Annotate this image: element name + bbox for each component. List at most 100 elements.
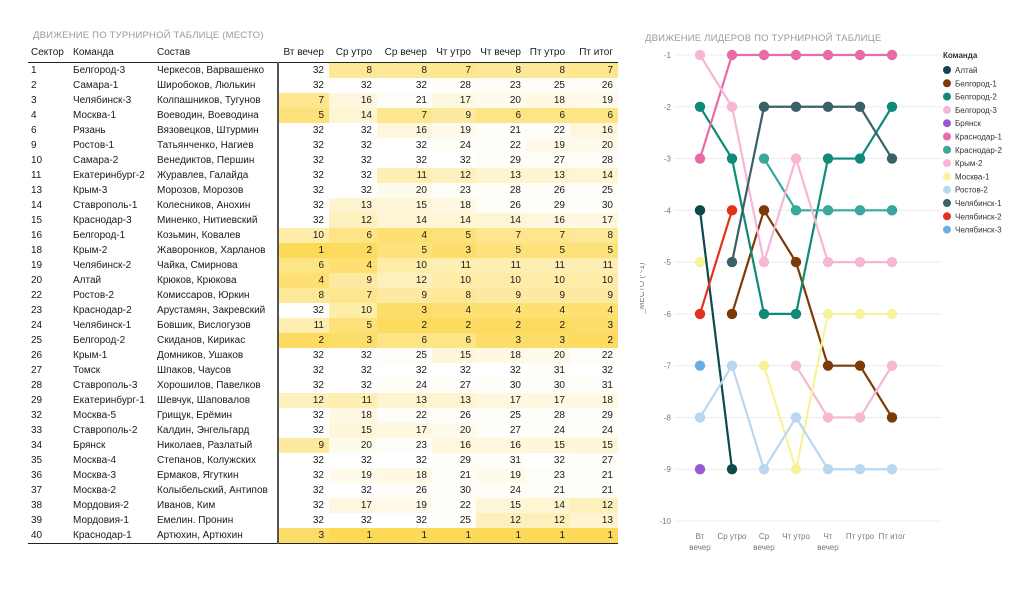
table-row[interactable]: 26 Крым-1 Домников, Ушаков 32 32 25 15 18 20 22: [28, 348, 618, 363]
table-cell: 32: [360, 455, 372, 466]
y-axis-label: _МЕСТО (^-1): [640, 262, 646, 314]
table-cell: 32: [360, 380, 372, 391]
data-point: [790, 205, 802, 216]
table-cell: 27: [432, 378, 476, 393]
table-row[interactable]: 34 Брянск Николаев, Разлатый 9 20 23 16 16 15 15: [28, 438, 618, 453]
table-row[interactable]: 6 Рязань Вязовецков, Штурмин 32 32 16 19 21 22 16: [28, 123, 618, 138]
series-Брянск: [694, 464, 706, 475]
table-row[interactable]: 11 Екатеринбург-2 Журавлев, Галайда 32 32 11 1…: [28, 168, 618, 183]
table-row[interactable]: 29 Екатеринбург-1 Шевчук, Шаповалов 12 11 13 1…: [28, 393, 618, 408]
table-row[interactable]: 25 Белгород-2 Скиданов, Кирикас 2 3 6 6 3 3 2: [28, 333, 618, 348]
table-row[interactable]: 23 Краснодар-2 Арустамян, Закревский 32 10 3 4…: [28, 303, 618, 318]
table-row[interactable]: 13 Крым-3 Морозов, Морозов 32 32 20 23 28 26 25: [28, 183, 618, 198]
legend-marker: [943, 159, 951, 168]
table-row[interactable]: 27 Томск Шпаков, Чаусов 32 32 32 32 32 31 32: [28, 363, 618, 378]
table-cell: 11: [570, 258, 618, 273]
table-row[interactable]: 14 Ставрополь-1 Колесников, Анохин 32 13 15 18…: [28, 198, 618, 213]
table-cell: 12: [278, 393, 329, 408]
column-header[interactable]: Состав: [154, 43, 278, 63]
data-point: [758, 205, 770, 216]
table-cell: 15: [570, 438, 618, 453]
table-cell: 1: [329, 528, 377, 544]
data-point: [854, 464, 866, 475]
table-row[interactable]: 22 Ростов-2 Комиссаров, Юркин 8 7 9 8 9 9 9: [28, 288, 618, 303]
table-row[interactable]: 9 Ростов-1 Татьянченко, Нагиев 32 32 32 24 22 19…: [28, 138, 618, 153]
table-cell: 32: [415, 515, 427, 526]
column-header[interactable]: Команда: [70, 43, 154, 63]
table-cell: 10: [476, 273, 526, 288]
column-header[interactable]: Сектор: [28, 43, 70, 63]
table-cell: 26: [526, 183, 570, 198]
column-header[interactable]: Чт утро: [432, 43, 476, 63]
data-point: [822, 412, 834, 423]
column-header[interactable]: Ср вечер: [377, 43, 432, 63]
table-cell: 19: [31, 260, 43, 271]
table-row[interactable]: 40 Краснодар-1 Артюхин, Артюхин 3 1 1 1 1 1 1: [28, 528, 618, 544]
table-row[interactable]: 1 Белгород-3 Черкесов, Варвашенко 32 8 8 7 8 8 7: [28, 62, 618, 78]
table-cell: 2: [476, 318, 526, 333]
table-cell: Екатеринбург-2: [73, 170, 145, 181]
table-cell: 4: [329, 258, 377, 273]
data-point: [854, 49, 866, 61]
table-row[interactable]: 28 Ставрополь-3 Хорошилов, Павелков 32 32 24 2…: [28, 378, 618, 393]
table-cell: 3: [31, 95, 37, 106]
data-point: [694, 153, 706, 164]
y-tick-label: -3: [664, 155, 672, 164]
table-row[interactable]: 15 Краснодар-3 Миненко, Нитиевский 32 12 14 14…: [28, 213, 618, 228]
data-point: [726, 360, 738, 371]
table-cell: 30: [476, 378, 526, 393]
table-cell: 7: [526, 228, 570, 243]
table-cell: 32: [415, 365, 427, 376]
column-header[interactable]: Вт вечер: [278, 43, 329, 63]
table-cell: 12: [526, 513, 570, 528]
data-point: [726, 464, 738, 475]
legend-item: Крым-2: [955, 159, 983, 168]
table-cell: Морозов, Морозов: [154, 183, 279, 198]
table-cell: 22: [377, 408, 432, 423]
table-cell: Рязань: [73, 125, 106, 136]
table-cell: 9: [432, 108, 476, 123]
table-cell: 25: [526, 78, 570, 93]
table-row[interactable]: 16 Белгород-1 Козьмин, Ковалев 10 6 4 5 7 7 8: [28, 228, 618, 243]
column-header[interactable]: Чт вечер: [476, 43, 526, 63]
table-cell: 24: [432, 138, 476, 153]
table-row[interactable]: 33 Ставрополь-2 Калдин, Энгельгард 32 15 17 20…: [28, 423, 618, 438]
data-point: [694, 308, 706, 320]
table-cell: 32: [312, 515, 324, 526]
column-header[interactable]: Ср утро: [329, 43, 377, 63]
table-body: 1 Белгород-3 Черкесов, Варвашенко 32 8 8 7 8 8 7 2…: [28, 62, 618, 544]
table-row[interactable]: 4 Москва-1 Воеводин, Воеводина 5 14 7 9 6 6 6: [28, 108, 618, 123]
table-cell: 7: [570, 62, 618, 78]
data-point: [694, 360, 706, 371]
table-cell: 20: [329, 438, 377, 453]
table-row[interactable]: 35 Москва-4 Степанов, Колужских 32 32 32 29 31 3…: [28, 453, 618, 468]
table-row[interactable]: 36 Москва-3 Ермаков, Ягуткин 32 19 18 21 19 23 21: [28, 468, 618, 483]
column-header[interactable]: Пт утро: [526, 43, 570, 63]
data-point: [886, 360, 898, 371]
table-cell: 19: [329, 468, 377, 483]
table-cell: 32: [459, 365, 471, 376]
table-row[interactable]: 3 Челябинск-3 Колпашников, Тугунов 7 16 21 17 2…: [28, 93, 618, 108]
table-row[interactable]: 19 Челябинск-2 Чайка, Смирнова 6 4 10 11 11 11 11: [28, 258, 618, 273]
table-row[interactable]: 37 Москва-2 Колыбельский, Антипов 32 32 26 30 2…: [28, 483, 618, 498]
table-row[interactable]: 24 Челябинск-1 Бовшик, Вислогузов 11 5 2 2 2 2 3: [28, 318, 618, 333]
table-row[interactable]: 10 Самара-2 Венедиктов, Першин 32 32 32 32 29 27…: [28, 153, 618, 168]
table-row[interactable]: 39 Мордовия-1 Емелин. Пронин 32 32 32 25 12 12 13: [28, 513, 618, 528]
column-header[interactable]: Пт итог: [570, 43, 618, 63]
table-row[interactable]: 38 Мордовия-2 Иванов, Ким 32 17 19 22 15 14 12: [28, 498, 618, 513]
table-row[interactable]: 20 Алтай Крюков, Крюкова 4 9 12 10 10 10 10: [28, 273, 618, 288]
table-row[interactable]: 18 Крым-2 Жаворонков, Харланов 1 2 5 3 5 5 5: [28, 243, 618, 258]
data-point: [726, 153, 738, 164]
table-cell: Шпаков, Чаусов: [154, 363, 279, 378]
table-cell: 30: [526, 378, 570, 393]
table-cell: 15: [526, 438, 570, 453]
table-row[interactable]: 2 Самара-1 Широбоков, Люлькин 32 32 32 28 23 25 2…: [28, 78, 618, 93]
table-cell: 32: [31, 410, 43, 421]
table-cell: Вязовецков, Штурмин: [154, 123, 279, 138]
table-cell: 32: [312, 485, 324, 496]
series-Алтай: [694, 205, 738, 475]
table-cell: 32: [312, 500, 324, 511]
table-row[interactable]: 32 Москва-5 Грищук, Ерёмин 32 18 22 26 25 28 29: [28, 408, 618, 423]
table-cell: 32: [360, 125, 372, 136]
table-cell: 25: [377, 348, 432, 363]
